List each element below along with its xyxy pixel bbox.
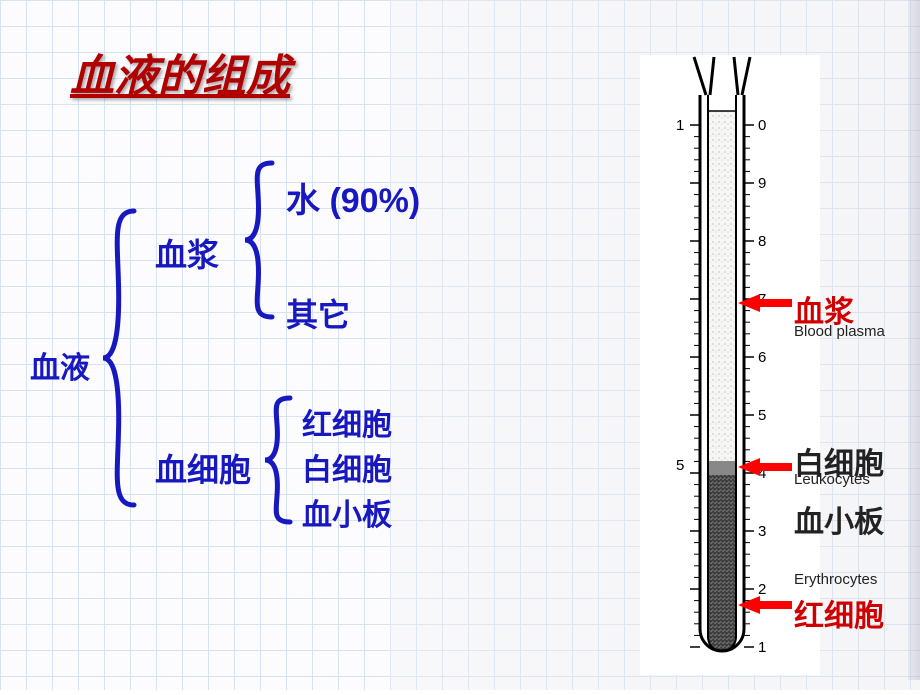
tube-tick-right: 9 xyxy=(758,175,766,192)
tube-label-cn2-1: 血小板 xyxy=(794,497,884,541)
tube-tick-right: 8 xyxy=(758,233,766,250)
tree-leaf-wbc: 白细胞 xyxy=(302,445,392,489)
tube-svg xyxy=(640,55,820,695)
tree-root-blood: 血液 xyxy=(30,343,90,387)
tree-leaf-platelet: 血小板 xyxy=(302,490,392,534)
brace-level1 xyxy=(100,208,140,514)
tube-label-en-2: Erythrocytes xyxy=(794,571,877,588)
tree-node-plasma: 血浆 xyxy=(155,230,219,276)
tube-tick-right: 6 xyxy=(758,349,766,366)
tube-label-en-0: Blood plasma xyxy=(794,323,885,340)
tree-node-cells: 血细胞 xyxy=(155,445,251,491)
tube-label-cn-2: 红细胞 xyxy=(794,591,884,635)
tube-tick-right: 5 xyxy=(758,407,766,424)
tube-tick-right: 0 xyxy=(758,117,766,134)
slide-corner-decoration xyxy=(908,0,920,680)
tube-tick-right: 1 xyxy=(758,639,766,656)
tube-tick-left: 5 xyxy=(676,457,684,474)
tube-label-en-1: Leukocytes xyxy=(794,471,870,488)
tube-tick-left: 1 xyxy=(676,117,684,134)
tree-leaf-water: 水 (90%) xyxy=(286,173,420,222)
test-tube-diagram: 150987654321 xyxy=(640,55,820,675)
brace-cells xyxy=(262,395,296,531)
tree-leaf-rbc: 红细胞 xyxy=(302,400,392,444)
tube-tick-right: 3 xyxy=(758,523,766,540)
tree-leaf-other: 其它 xyxy=(286,290,350,336)
brace-plasma xyxy=(242,160,278,326)
page-title: 血液的组成 xyxy=(70,40,290,104)
